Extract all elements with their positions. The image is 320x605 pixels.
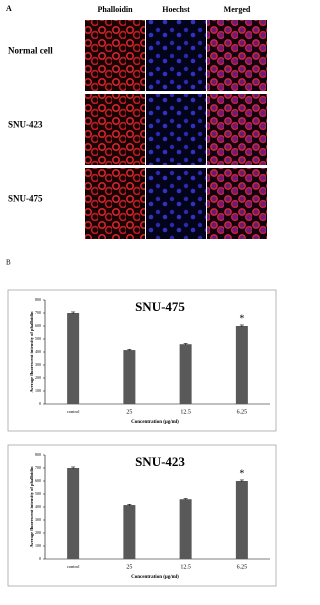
row-label: SNU-423 bbox=[8, 120, 43, 130]
y-tick-label: 200 bbox=[35, 375, 41, 380]
chart: SNU-475 Average fluorescent intensity of … bbox=[7, 289, 277, 432]
significance-mark: * bbox=[239, 313, 244, 324]
row-label: Normal cell bbox=[8, 46, 53, 56]
x-axis-label: Concentration (μg/ml) bbox=[131, 575, 179, 580]
bar bbox=[123, 505, 136, 559]
y-tick-label: 0 bbox=[39, 556, 41, 561]
y-tick-label: 400 bbox=[35, 349, 41, 354]
micrograph bbox=[207, 168, 267, 239]
y-tick-label: 200 bbox=[35, 530, 41, 535]
bar bbox=[179, 344, 192, 404]
chart-frame bbox=[7, 444, 277, 587]
y-tick-label: 600 bbox=[35, 323, 41, 328]
column-header: Merged bbox=[224, 5, 251, 14]
x-tick-label: 12.5 bbox=[180, 564, 191, 570]
bar bbox=[67, 313, 80, 404]
significance-mark: * bbox=[239, 468, 244, 479]
y-tick-label: 600 bbox=[35, 478, 41, 483]
y-tick-label: 0 bbox=[39, 401, 41, 406]
micrograph bbox=[207, 94, 267, 165]
chart-frame bbox=[7, 289, 277, 432]
y-tick-label: 500 bbox=[35, 336, 41, 341]
x-tick-label: control bbox=[67, 409, 80, 414]
micrograph bbox=[146, 94, 206, 165]
y-tick-label: 300 bbox=[35, 362, 41, 367]
x-tick-label: control bbox=[67, 564, 80, 569]
y-tick-label: 100 bbox=[35, 388, 41, 393]
micrograph bbox=[146, 168, 206, 239]
figure: A B Phalloidin Hoechst Merged Normal cell SN… bbox=[6, 4, 277, 587]
micrograph bbox=[207, 20, 267, 91]
column-header: Hoechst bbox=[162, 5, 190, 14]
x-tick-label: 25 bbox=[126, 409, 132, 415]
bar bbox=[123, 350, 136, 404]
y-tick-label: 400 bbox=[35, 504, 41, 509]
bar bbox=[179, 499, 192, 559]
y-tick-label: 700 bbox=[35, 465, 41, 470]
x-tick-label: 6.25 bbox=[237, 409, 248, 415]
micrograph bbox=[146, 20, 206, 91]
column-header: Phalloidin bbox=[97, 5, 133, 14]
micrograph bbox=[85, 20, 145, 91]
y-tick-label: 800 bbox=[35, 297, 41, 302]
row-label: SNU-475 bbox=[8, 194, 43, 204]
x-tick-label: 25 bbox=[126, 564, 132, 570]
bar bbox=[67, 468, 80, 559]
chart-title: SNU-423 bbox=[135, 454, 185, 469]
bar bbox=[235, 326, 248, 404]
panel-label: A bbox=[6, 4, 12, 13]
y-axis-label: Average fluorescent intensity of phalloi… bbox=[29, 311, 34, 393]
y-tick-label: 700 bbox=[35, 310, 41, 315]
y-tick-label: 300 bbox=[35, 517, 41, 522]
y-axis-label: Average fluorescent intensity of phalloi… bbox=[29, 466, 34, 548]
y-tick-label: 500 bbox=[35, 491, 41, 496]
y-tick-label: 100 bbox=[35, 543, 41, 548]
x-tick-label: 12.5 bbox=[180, 409, 191, 415]
x-tick-label: 6.25 bbox=[237, 564, 248, 570]
chart-title: SNU-475 bbox=[135, 299, 185, 314]
bar bbox=[235, 481, 248, 559]
micrograph bbox=[85, 168, 145, 239]
panel-label: B bbox=[6, 259, 11, 267]
micrograph bbox=[85, 94, 145, 165]
x-axis-label: Concentration (μg/ml) bbox=[131, 420, 179, 425]
y-tick-label: 800 bbox=[35, 452, 41, 457]
chart: SNU-423 Average fluorescent intensity of … bbox=[7, 444, 277, 587]
